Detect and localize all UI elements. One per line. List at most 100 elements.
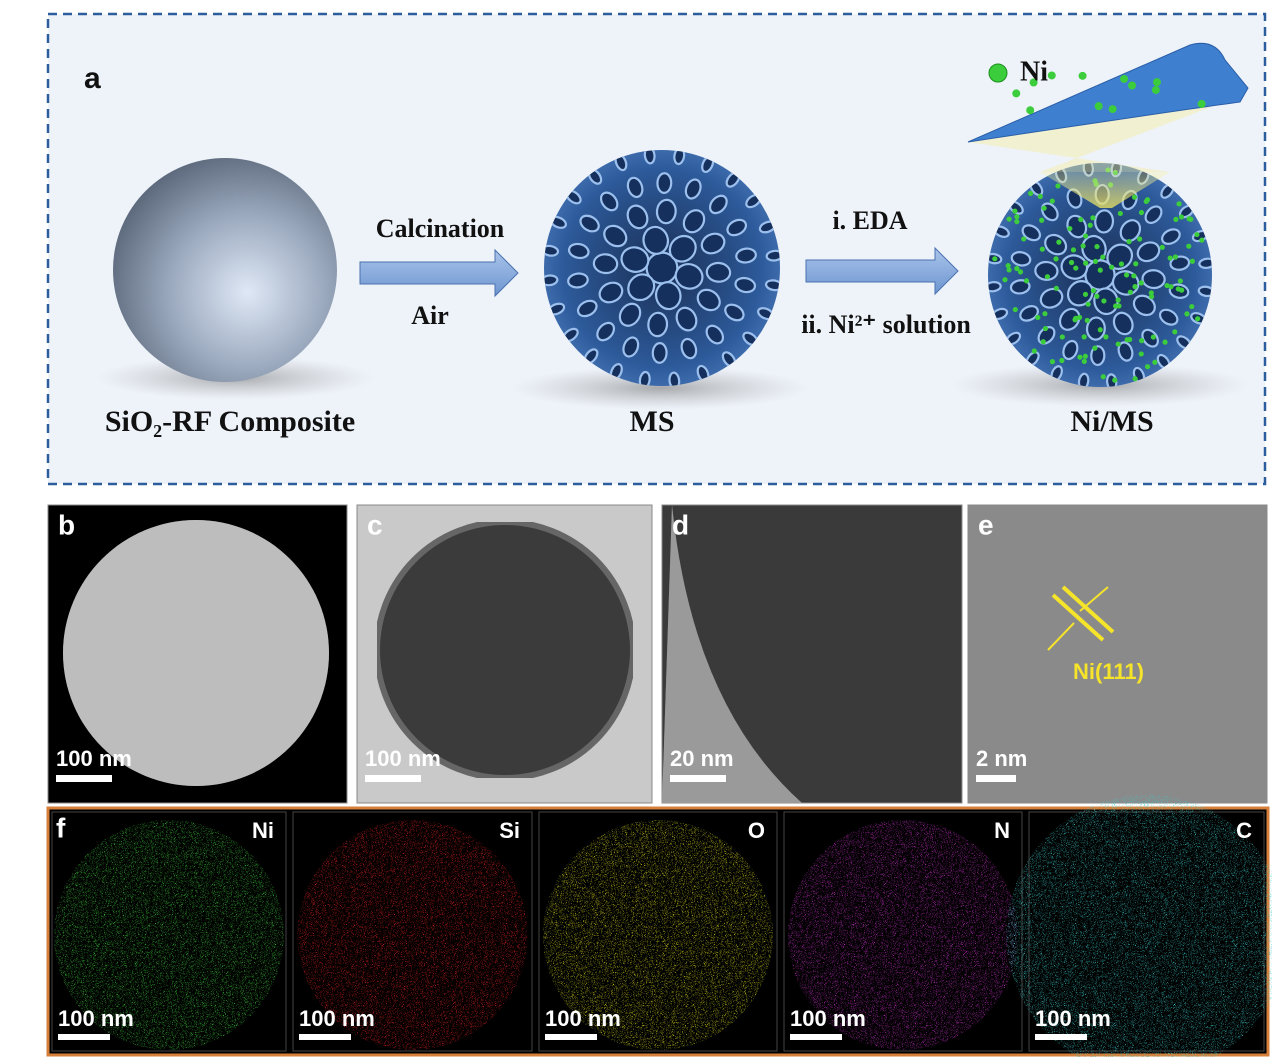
ni-particle — [1148, 290, 1154, 296]
ni-particle — [1055, 183, 1061, 189]
ni-particle — [1005, 263, 1011, 269]
ni-particle — [1112, 303, 1119, 309]
ni-particle — [1138, 351, 1144, 357]
ni-particle — [1002, 277, 1008, 283]
pore — [735, 247, 757, 264]
pore — [673, 150, 686, 166]
pore — [705, 324, 725, 345]
pore — [627, 273, 656, 302]
ni-particle — [1035, 314, 1041, 321]
annotation: Ni(111) — [1073, 659, 1144, 684]
ni-particle — [1012, 306, 1018, 313]
pore — [705, 261, 732, 283]
ni-particle — [1092, 258, 1099, 265]
particle — [374, 519, 636, 781]
pore — [620, 246, 650, 274]
pore — [988, 281, 1002, 293]
pore — [668, 371, 681, 386]
lattice-mark — [1051, 593, 1105, 642]
ni-particle — [1189, 303, 1195, 310]
pore — [1117, 341, 1134, 362]
particle — [63, 520, 329, 786]
pore — [726, 218, 748, 237]
scale-bar-label: 100 nm — [545, 1006, 621, 1031]
pore — [598, 281, 624, 304]
pore — [668, 234, 697, 263]
map-frame — [292, 811, 533, 1052]
particle-edge — [662, 505, 802, 803]
ni-particle — [1115, 341, 1121, 347]
ni-particle — [1168, 284, 1174, 290]
element-signal — [54, 820, 284, 1050]
pore — [618, 302, 642, 327]
pore — [1197, 285, 1212, 298]
ni-particle — [1179, 287, 1185, 293]
ni-particle — [1199, 237, 1205, 243]
pore — [1058, 307, 1081, 331]
ni-particle — [1053, 256, 1059, 262]
pore — [1144, 205, 1163, 224]
pore — [567, 272, 589, 289]
ni-particle — [1083, 260, 1089, 266]
scale-bar — [299, 1034, 351, 1040]
pore — [696, 288, 721, 312]
material-label: MS — [630, 405, 675, 438]
ni-particle — [1127, 336, 1133, 343]
ni-particle — [1085, 301, 1091, 307]
element-label: Ni — [252, 818, 274, 843]
ni-particle — [1152, 78, 1161, 87]
ni-particle — [1073, 265, 1079, 271]
pore — [622, 336, 640, 358]
ni-particle — [1176, 201, 1182, 207]
scale-bar-label: 2 nm — [976, 746, 1027, 771]
pore — [654, 281, 682, 311]
ni-particle — [1037, 193, 1043, 200]
scale-bar-label: 100 nm — [56, 746, 132, 771]
pores — [544, 150, 780, 386]
panel-label: e — [978, 509, 994, 540]
scale-bar-label: 100 nm — [790, 1006, 866, 1031]
ni-particle — [1139, 338, 1145, 344]
pore — [1090, 345, 1106, 367]
pore — [1044, 233, 1068, 256]
pore — [576, 299, 598, 318]
ni-particle — [1021, 236, 1027, 242]
ni-particle — [1151, 85, 1160, 94]
ni-particle — [1078, 216, 1084, 223]
ni-particle — [1040, 339, 1046, 345]
ni-particle — [1081, 358, 1087, 364]
ni-particle — [1083, 233, 1089, 239]
panel-label: c — [367, 509, 383, 540]
pore — [643, 150, 656, 165]
ni-particle — [1041, 205, 1047, 211]
pore — [642, 225, 670, 255]
pore — [626, 176, 644, 199]
ni-particle — [1031, 348, 1037, 354]
scale-bar — [670, 775, 726, 782]
pore — [1019, 305, 1039, 322]
pore — [1010, 251, 1032, 267]
element-maps: f Ni 100 nm Si 100 nm O 100 nm N 100 nm C 100 nm — [51, 795, 1272, 1057]
scale-bar-label: 20 nm — [670, 746, 734, 771]
pore — [1009, 279, 1031, 295]
ni-particle — [1042, 325, 1049, 332]
ni-particle — [1097, 327, 1103, 333]
ni-particle — [1059, 357, 1065, 364]
scale-bar-label: 100 nm — [299, 1006, 375, 1031]
ni-particle — [1105, 167, 1111, 173]
element-label: O — [748, 818, 765, 843]
ni-particle — [1109, 264, 1115, 270]
ni-particle — [1144, 197, 1151, 203]
scale-bar — [58, 1034, 110, 1040]
ni-particle — [1012, 208, 1018, 214]
ni-particle — [1120, 74, 1129, 83]
ni-particle — [1138, 280, 1144, 286]
pore — [684, 178, 702, 200]
ni-particle — [1017, 269, 1024, 275]
ni-particle — [1131, 194, 1138, 200]
ni-particle — [1150, 334, 1156, 340]
scale-bar — [976, 775, 1016, 782]
ni-particle — [1014, 218, 1020, 225]
panel-label: b — [58, 509, 75, 540]
ni-particle — [1049, 198, 1055, 204]
